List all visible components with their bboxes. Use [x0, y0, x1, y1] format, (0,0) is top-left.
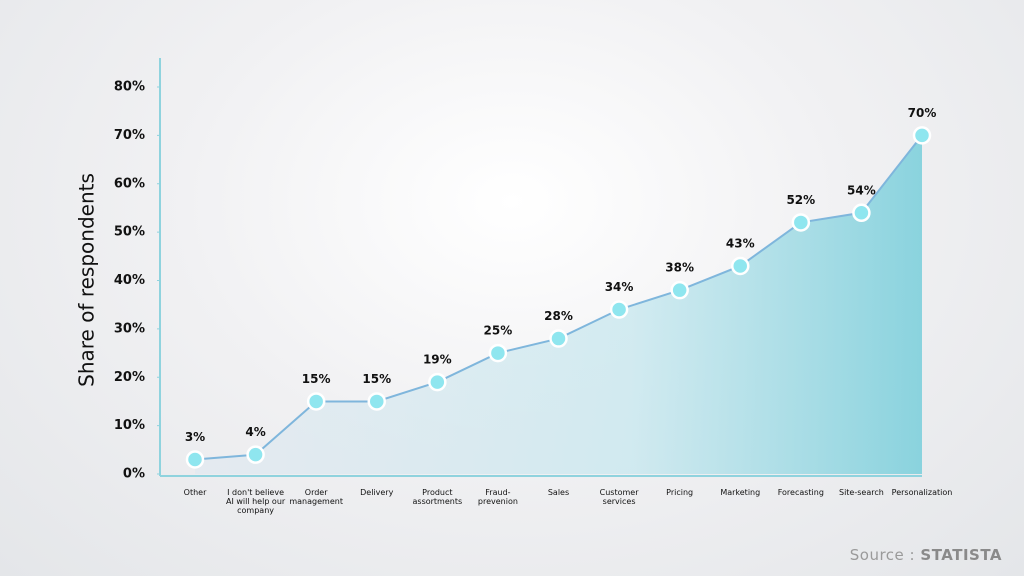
- y-tick-label: 50%: [114, 225, 145, 240]
- data-label: 25%: [484, 324, 513, 338]
- source-prefix: Source :: [849, 546, 916, 564]
- data-label: 54%: [847, 183, 876, 197]
- y-tick-label: 20%: [114, 370, 145, 385]
- y-tick-label: 40%: [114, 273, 145, 288]
- data-label: 3%: [185, 430, 205, 444]
- x-tick-label: Other: [183, 488, 207, 497]
- data-point: [852, 203, 871, 223]
- y-tick-label: 0%: [123, 467, 145, 482]
- data-label: 28%: [544, 309, 573, 323]
- x-tick-label: Site-search: [838, 488, 884, 497]
- x-tick-label: Personalization: [891, 488, 953, 497]
- data-label: 43%: [726, 236, 755, 250]
- y-tick-label: 70%: [114, 128, 145, 143]
- y-axis-label: Share of respondents: [75, 173, 99, 387]
- data-point: [791, 213, 811, 232]
- y-tick-label: 80%: [114, 80, 145, 95]
- source: Source : STATISTA: [850, 546, 1002, 564]
- x-tick-label: I don't believe AI will help our company: [225, 488, 286, 515]
- data-label: 52%: [786, 193, 815, 207]
- data-point: [367, 392, 386, 411]
- data-point: [488, 343, 508, 363]
- y-tick-label: 10%: [114, 418, 145, 433]
- data-label: 4%: [245, 425, 265, 439]
- data-label: 19%: [423, 353, 452, 367]
- area: [195, 135, 922, 474]
- x-tick-label: Forecasting: [777, 488, 824, 497]
- data-point: [306, 392, 326, 411]
- y-tick-label: 60%: [114, 176, 145, 191]
- source-name: STATISTA: [920, 546, 1002, 564]
- data-point: [609, 300, 629, 319]
- y-tick-label: 30%: [114, 321, 145, 336]
- x-tick-label: Fraud-prevenion: [477, 488, 518, 506]
- data-point: [185, 450, 205, 469]
- data-point: [549, 329, 568, 348]
- x-tick-label: Customer services: [599, 488, 639, 506]
- data-point: [912, 126, 932, 145]
- data-label: 15%: [362, 372, 391, 386]
- data-label: 15%: [302, 372, 331, 386]
- data-point: [428, 372, 447, 392]
- data-label: 34%: [605, 280, 634, 294]
- data-point: [731, 256, 750, 276]
- data-point: [670, 280, 689, 300]
- x-tick-label: Delivery: [360, 488, 394, 497]
- x-tick-label: Order management: [289, 488, 343, 506]
- data-point: [246, 445, 265, 464]
- data-label: 38%: [665, 261, 694, 275]
- data-label: 70%: [908, 106, 937, 120]
- x-tick-label: Sales: [547, 488, 570, 497]
- x-tick-label: Product assortments: [412, 488, 463, 506]
- x-tick-label: Marketing: [720, 488, 761, 497]
- x-tick-label: Pricing: [666, 488, 694, 497]
